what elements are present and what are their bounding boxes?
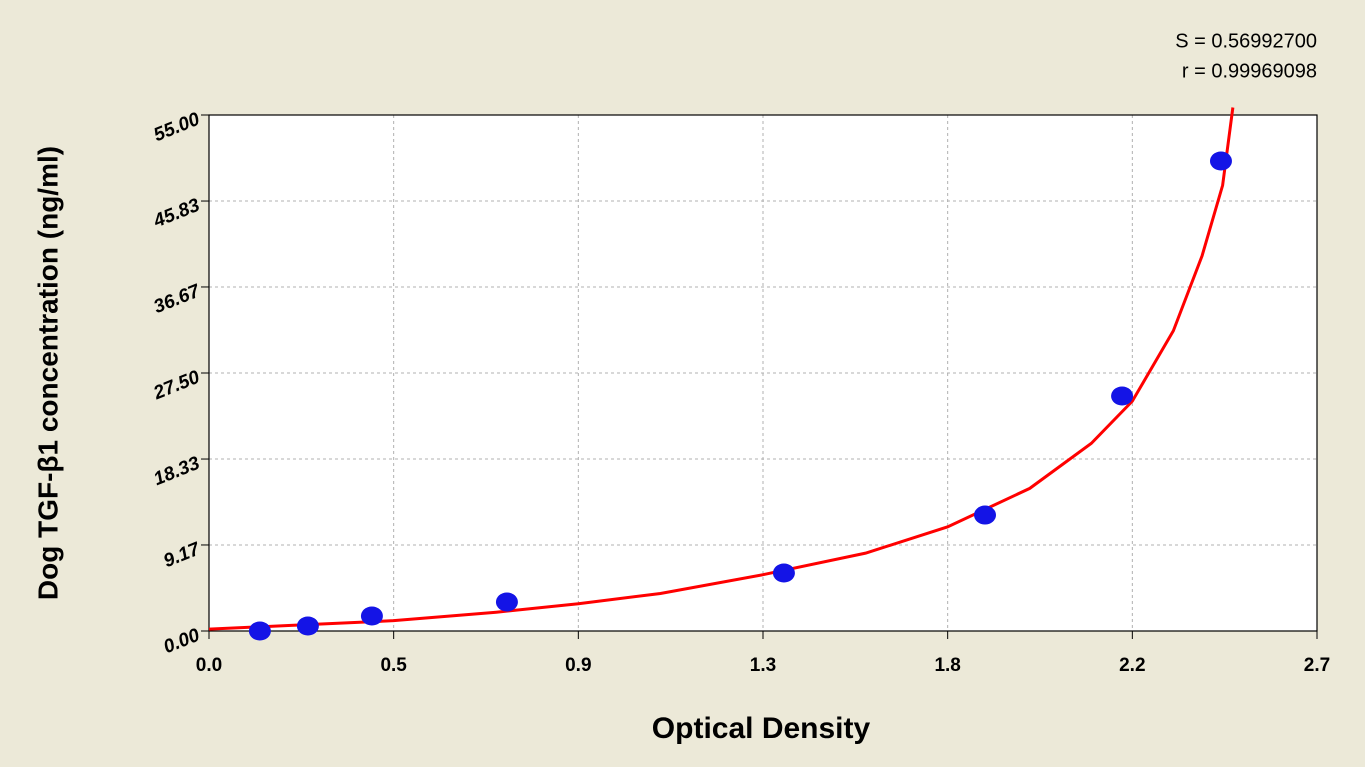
- data-point: [495, 592, 518, 612]
- data-point: [772, 563, 795, 583]
- data-point: [974, 505, 997, 525]
- x-axis-title: Optical Density: [652, 712, 871, 745]
- data-point: [248, 621, 271, 641]
- data-point: [360, 606, 383, 626]
- data-point: [1111, 386, 1134, 406]
- x-tick-label: 0.5: [380, 655, 407, 676]
- annotation: S = 0.56992700: [1175, 30, 1317, 52]
- x-tick-label: 0.0: [196, 655, 222, 676]
- plot-border: [208, 114, 1318, 632]
- x-tick-label: 2.7: [1304, 655, 1330, 676]
- x-tick-label: 1.3: [750, 655, 776, 676]
- annotation: r = 0.99969098: [1182, 60, 1317, 82]
- fit-curve: [208, 107, 1235, 631]
- data-point: [1209, 151, 1232, 171]
- x-tick-label: 1.8: [934, 655, 960, 676]
- x-tick-label: 2.2: [1119, 655, 1145, 676]
- y-axis-title: Dog TGF-β1 concentration (ng/ml): [32, 146, 63, 600]
- data-point: [296, 616, 319, 636]
- x-tick-label: 0.9: [565, 655, 591, 676]
